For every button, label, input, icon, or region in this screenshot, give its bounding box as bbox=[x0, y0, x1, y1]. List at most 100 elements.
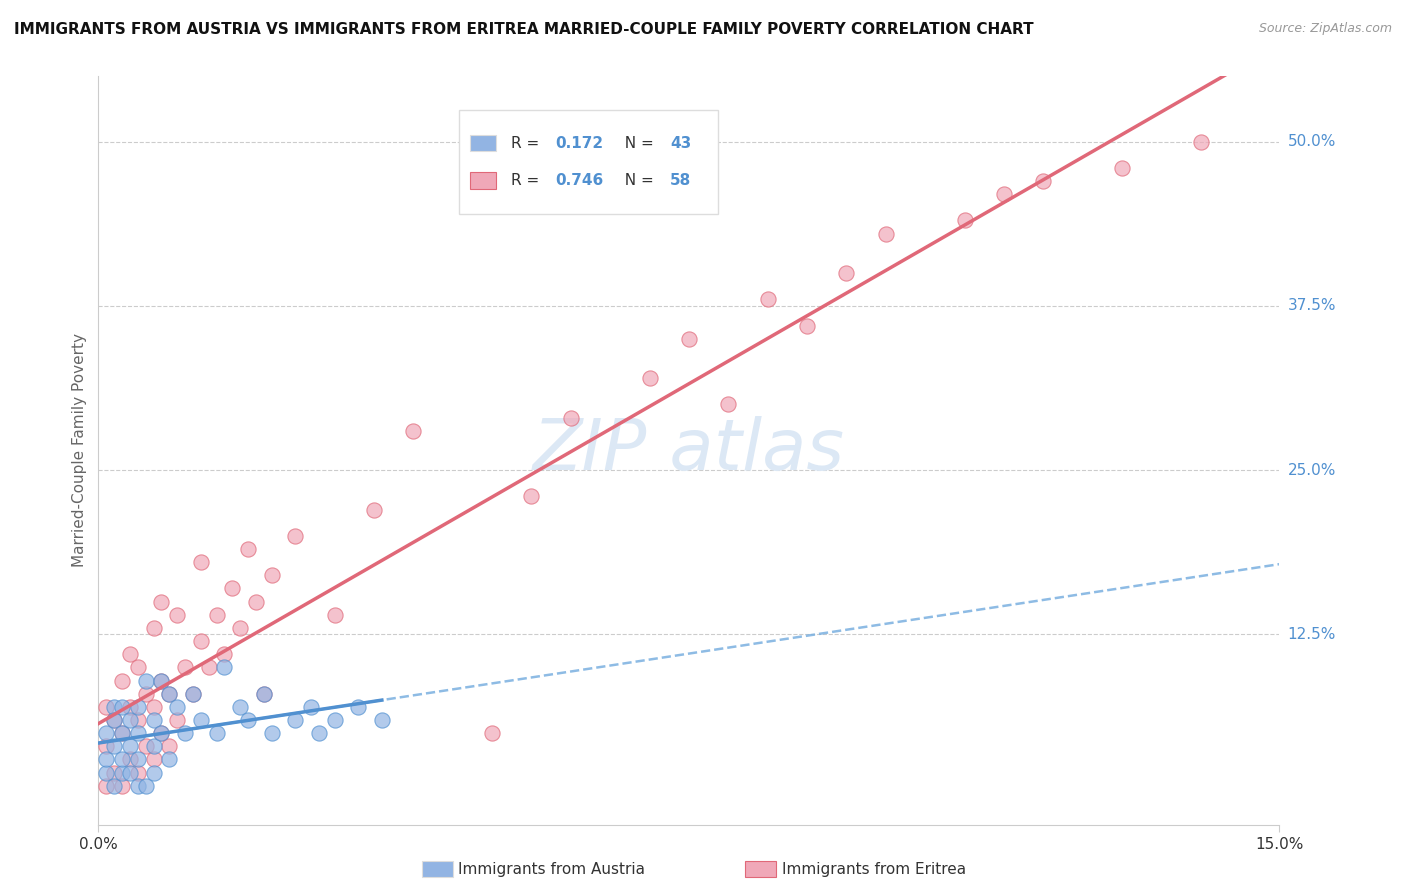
Point bbox=[103, 713, 125, 727]
Point bbox=[166, 699, 188, 714]
Point bbox=[347, 699, 370, 714]
Text: N =: N = bbox=[614, 173, 658, 188]
Point bbox=[127, 660, 149, 674]
Point bbox=[284, 529, 307, 543]
Point bbox=[323, 713, 346, 727]
Point bbox=[299, 699, 322, 714]
FancyBboxPatch shape bbox=[458, 110, 718, 214]
Point bbox=[363, 502, 385, 516]
Point bbox=[1111, 161, 1133, 175]
Point bbox=[150, 594, 173, 608]
Point bbox=[402, 424, 425, 438]
Point bbox=[135, 673, 157, 688]
Point bbox=[678, 332, 700, 346]
Point bbox=[205, 726, 228, 740]
Point bbox=[953, 213, 976, 227]
FancyBboxPatch shape bbox=[471, 135, 496, 152]
Point bbox=[111, 752, 134, 766]
Point bbox=[214, 660, 236, 674]
Point bbox=[96, 726, 118, 740]
Point bbox=[96, 765, 118, 780]
Text: R =: R = bbox=[510, 173, 544, 188]
Point bbox=[103, 699, 125, 714]
Point bbox=[103, 765, 125, 780]
Point bbox=[229, 699, 252, 714]
Point bbox=[236, 713, 259, 727]
Point bbox=[174, 726, 197, 740]
Point bbox=[796, 318, 818, 333]
Text: Immigrants from Eritrea: Immigrants from Eritrea bbox=[782, 863, 966, 877]
Point bbox=[150, 726, 173, 740]
Point bbox=[260, 568, 283, 582]
Point bbox=[96, 752, 118, 766]
Point bbox=[135, 739, 157, 754]
Text: 58: 58 bbox=[671, 173, 692, 188]
Point bbox=[166, 607, 188, 622]
Point bbox=[111, 765, 134, 780]
Text: 50.0%: 50.0% bbox=[1288, 134, 1336, 149]
Point bbox=[520, 490, 543, 504]
Point bbox=[1189, 135, 1212, 149]
Point bbox=[118, 765, 141, 780]
Point bbox=[127, 713, 149, 727]
Text: 0.746: 0.746 bbox=[555, 173, 603, 188]
Point bbox=[142, 699, 165, 714]
Point bbox=[142, 739, 165, 754]
Point bbox=[229, 621, 252, 635]
Point bbox=[481, 726, 503, 740]
Point bbox=[127, 699, 149, 714]
Point bbox=[111, 726, 134, 740]
Y-axis label: Married-Couple Family Poverty: Married-Couple Family Poverty bbox=[72, 334, 87, 567]
Point bbox=[118, 713, 141, 727]
Point bbox=[118, 699, 141, 714]
Point bbox=[181, 687, 204, 701]
Point bbox=[308, 726, 330, 740]
Point bbox=[111, 699, 134, 714]
Point bbox=[150, 673, 173, 688]
Point bbox=[174, 660, 197, 674]
Point bbox=[142, 713, 165, 727]
Point bbox=[253, 687, 276, 701]
Text: Source: ZipAtlas.com: Source: ZipAtlas.com bbox=[1258, 22, 1392, 36]
Point bbox=[245, 594, 267, 608]
Point bbox=[118, 752, 141, 766]
Point bbox=[323, 607, 346, 622]
Point bbox=[150, 673, 173, 688]
Point bbox=[150, 726, 173, 740]
Point bbox=[190, 713, 212, 727]
Point bbox=[157, 687, 180, 701]
Point bbox=[717, 397, 740, 411]
Text: 12.5%: 12.5% bbox=[1288, 627, 1336, 642]
Point bbox=[142, 621, 165, 635]
Point bbox=[111, 673, 134, 688]
Point bbox=[157, 687, 180, 701]
Text: Immigrants from Austria: Immigrants from Austria bbox=[458, 863, 645, 877]
Point bbox=[96, 699, 118, 714]
Point bbox=[166, 713, 188, 727]
Point bbox=[1032, 174, 1054, 188]
Text: IMMIGRANTS FROM AUSTRIA VS IMMIGRANTS FROM ERITREA MARRIED-COUPLE FAMILY POVERTY: IMMIGRANTS FROM AUSTRIA VS IMMIGRANTS FR… bbox=[14, 22, 1033, 37]
Point bbox=[127, 726, 149, 740]
Point bbox=[205, 607, 228, 622]
Point bbox=[135, 779, 157, 793]
Point bbox=[103, 779, 125, 793]
Point bbox=[875, 227, 897, 241]
Point bbox=[103, 739, 125, 754]
Point bbox=[142, 752, 165, 766]
Point bbox=[835, 266, 858, 280]
Text: 0.172: 0.172 bbox=[555, 136, 603, 151]
Point bbox=[638, 371, 661, 385]
Point bbox=[118, 647, 141, 661]
Text: N =: N = bbox=[614, 136, 658, 151]
Point bbox=[190, 634, 212, 648]
Point bbox=[190, 555, 212, 569]
Point bbox=[135, 687, 157, 701]
Text: 25.0%: 25.0% bbox=[1288, 463, 1336, 478]
Point bbox=[236, 542, 259, 557]
Point bbox=[214, 647, 236, 661]
Point bbox=[260, 726, 283, 740]
Point bbox=[96, 739, 118, 754]
Text: ZIP atlas: ZIP atlas bbox=[533, 416, 845, 485]
Point bbox=[103, 713, 125, 727]
Point bbox=[756, 293, 779, 307]
